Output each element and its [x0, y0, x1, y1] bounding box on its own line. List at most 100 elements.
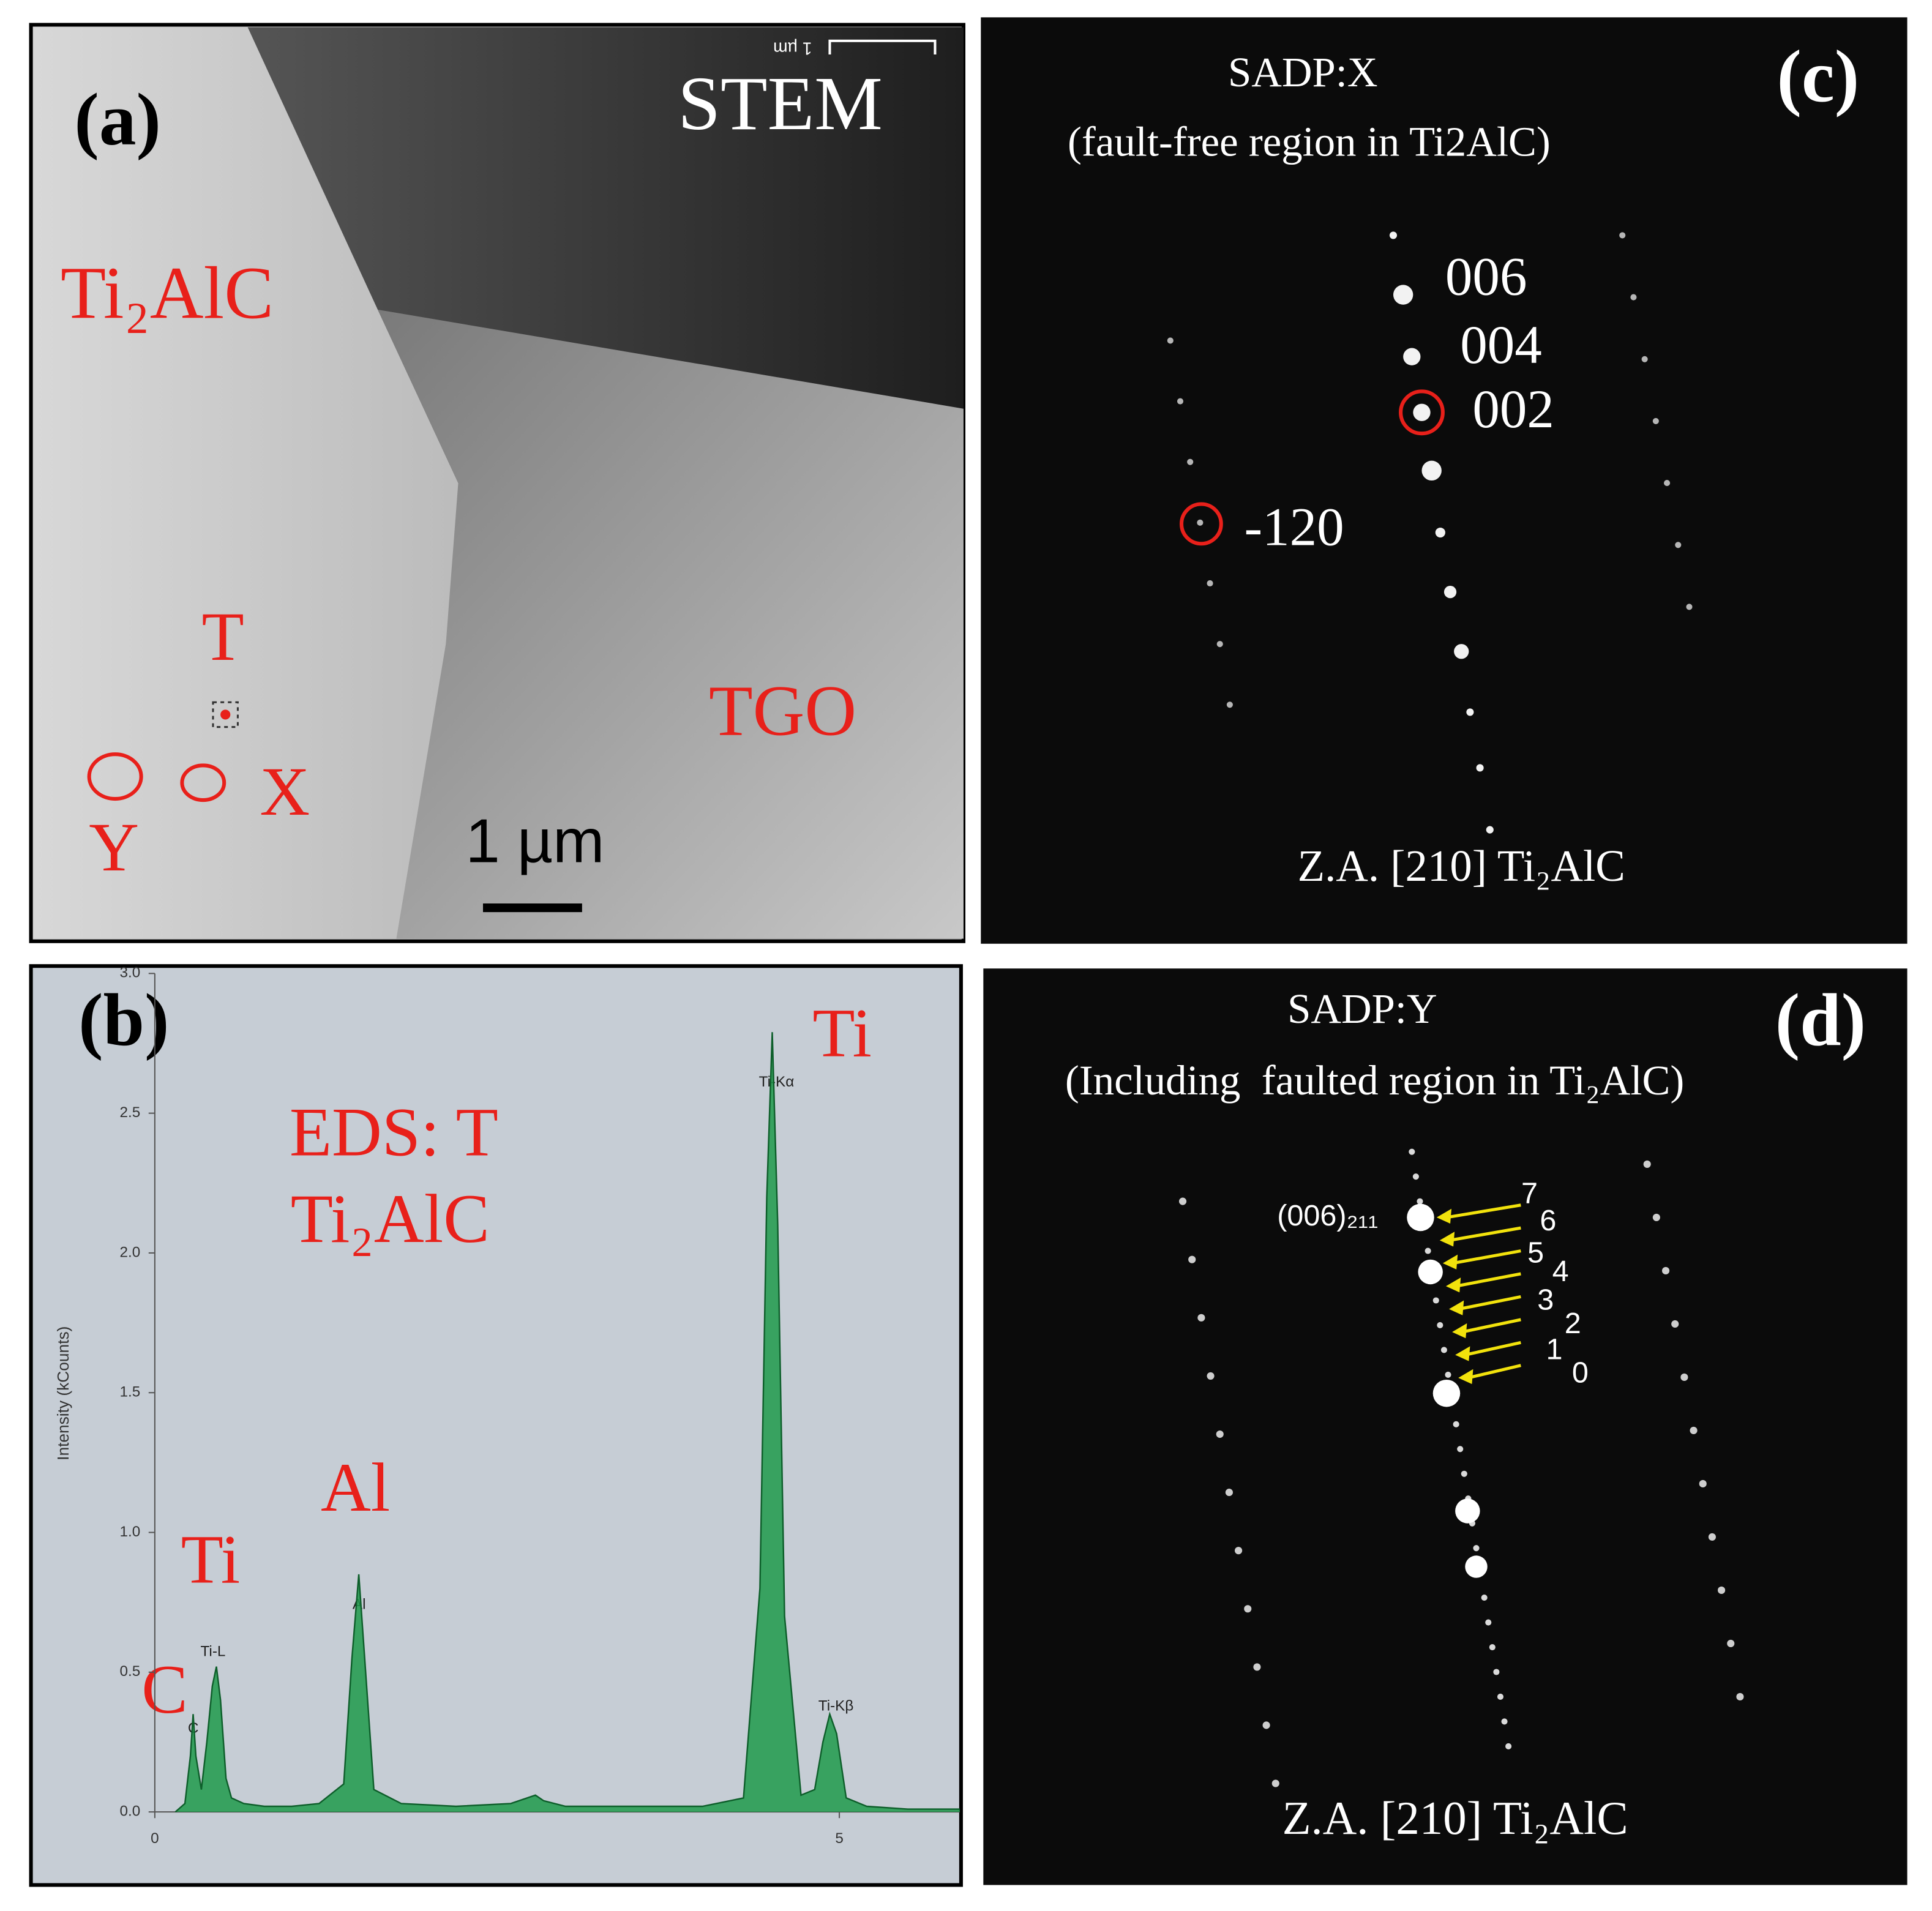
reflection-label: (006)₂₁₁ — [1277, 1199, 1378, 1232]
scale-bar-label: 1 µm — [466, 807, 605, 876]
diffraction-spot — [1271, 1779, 1279, 1787]
panel-title: SADP:X — [1228, 49, 1378, 95]
diffraction-spot — [1718, 1586, 1726, 1595]
diffraction-spot — [1497, 1693, 1504, 1700]
diffraction-spot — [1412, 1173, 1419, 1180]
diffraction-spot — [1486, 826, 1494, 834]
diffraction-spot — [1407, 1203, 1434, 1232]
arrow-shaft — [1452, 1249, 1521, 1265]
diffraction-spot — [1641, 356, 1648, 362]
arrow-head — [1445, 1277, 1461, 1293]
peak-annotation: C — [141, 1651, 188, 1728]
diffraction-spot — [1432, 1379, 1461, 1407]
highlight-circle — [1399, 389, 1445, 436]
diffraction-spot — [1389, 231, 1398, 239]
point-dot — [220, 709, 231, 720]
x-tick-label: 0 — [151, 1830, 159, 1847]
diffraction-spot — [1690, 1426, 1698, 1435]
peak-label: Ti-Kα — [759, 1074, 795, 1090]
spectrum-area — [175, 1032, 960, 1812]
diffraction-spot — [1671, 1320, 1679, 1328]
diffraction-spot — [1403, 348, 1421, 365]
diffraction-spot — [1253, 1663, 1261, 1671]
panel-b: Intensity (kCounts) (b) Ti EDS: T Ti₂AlC… — [29, 964, 963, 1887]
arrow-label: 0 — [1572, 1356, 1589, 1389]
panel-label: (b) — [78, 979, 169, 1061]
region-circle — [87, 752, 143, 801]
diffraction-spot — [1455, 1498, 1480, 1524]
y-tick-label: 0.0 — [120, 1803, 141, 1820]
spot-label: 004 — [1460, 315, 1542, 375]
eds-phase: Ti₂AlC — [291, 1180, 490, 1257]
arrow-head — [1455, 1346, 1470, 1361]
diffraction-spot — [1435, 527, 1445, 538]
diffraction-spot — [1244, 1605, 1252, 1613]
diffraction-spot — [1652, 417, 1659, 424]
diffraction-spot — [1489, 1644, 1496, 1651]
phase-label: Ti₂AlC — [61, 253, 274, 335]
highlight-circle — [1179, 502, 1223, 546]
y-tick-label: 2.0 — [120, 1244, 141, 1260]
diffraction-spot — [1440, 1347, 1447, 1353]
mode-label: STEM — [678, 61, 882, 146]
diffraction-spot — [1207, 1372, 1215, 1380]
panel-title: SADP:Y — [1287, 985, 1437, 1032]
diffraction-spot — [1225, 1489, 1233, 1497]
spot-label: 006 — [1445, 247, 1527, 307]
y-tick-label: 1.5 — [120, 1384, 141, 1401]
arrow-label: 7 — [1521, 1176, 1538, 1210]
diffraction-spot — [1454, 644, 1469, 659]
diffraction-spot — [1466, 708, 1474, 716]
y-tick-label: 2.5 — [120, 1104, 141, 1121]
zone-axis: Z.A. [210] Ti₂AlC — [1298, 841, 1625, 891]
diffraction-spot — [1417, 1198, 1423, 1205]
diffraction-spot — [1661, 1266, 1670, 1275]
diffraction-spot — [1443, 586, 1457, 599]
diffraction-spot — [1699, 1479, 1707, 1488]
diffraction-spot — [1643, 1160, 1651, 1169]
eds-title: EDS: T — [290, 1093, 498, 1170]
scale-label: 1 µm — [773, 38, 812, 58]
peak-annotation: Al — [321, 1449, 390, 1526]
arrow-head — [1439, 1232, 1455, 1247]
diffraction-spot — [1505, 1743, 1512, 1749]
arrow-label: 2 — [1565, 1307, 1581, 1340]
zone-axis: Z.A. [210] Ti₂AlC — [1282, 1792, 1628, 1844]
panel-subtitle: (Including faulted region in Ti₂AlC) — [1065, 1057, 1684, 1104]
diffraction-spot — [1461, 1470, 1467, 1477]
diffraction-spot — [1413, 403, 1431, 421]
diffraction-spot — [1680, 1373, 1688, 1382]
diffraction-spot — [1686, 604, 1693, 610]
arrow-shaft — [1464, 1341, 1521, 1356]
diffraction-spot — [1207, 580, 1213, 587]
peak-annotation: Ti — [812, 995, 872, 1072]
diffraction-spot — [1445, 1371, 1451, 1378]
region-label: Y — [89, 809, 139, 886]
diffraction-spot — [1675, 542, 1682, 548]
y-tick-label: 1.0 — [120, 1524, 141, 1540]
arrow-shaft — [1461, 1318, 1521, 1334]
region-circle — [180, 763, 227, 802]
diffraction-spot — [1167, 337, 1174, 344]
spectrum-line — [174, 1032, 960, 1813]
peak-label: Ti-Kβ — [818, 1698, 854, 1715]
diffraction-spot — [1664, 480, 1671, 487]
panel-c: SADP:X (fault-free region in Ti2AlC) (c)… — [981, 17, 1908, 944]
diffraction-spot — [1226, 701, 1233, 708]
arrow-head — [1458, 1369, 1473, 1385]
diffraction-spot — [1465, 1555, 1488, 1578]
panel-d: SADP:Y (Including faulted region in Ti₂A… — [983, 968, 1908, 1885]
diffraction-spot — [1501, 1718, 1508, 1725]
diffraction-image — [981, 17, 1908, 944]
diffraction-spot — [1188, 1255, 1196, 1263]
diffraction-spot — [1736, 1692, 1744, 1701]
diffraction-spot — [1421, 460, 1442, 481]
arrow-label: 3 — [1537, 1283, 1554, 1316]
diffraction-spot — [1630, 294, 1637, 301]
spot-label: 002 — [1472, 380, 1554, 439]
diffraction-spot — [1432, 1297, 1439, 1304]
diffraction-spot — [1216, 1430, 1224, 1438]
scale-bracket — [828, 39, 937, 55]
diffraction-spot — [1216, 641, 1223, 648]
